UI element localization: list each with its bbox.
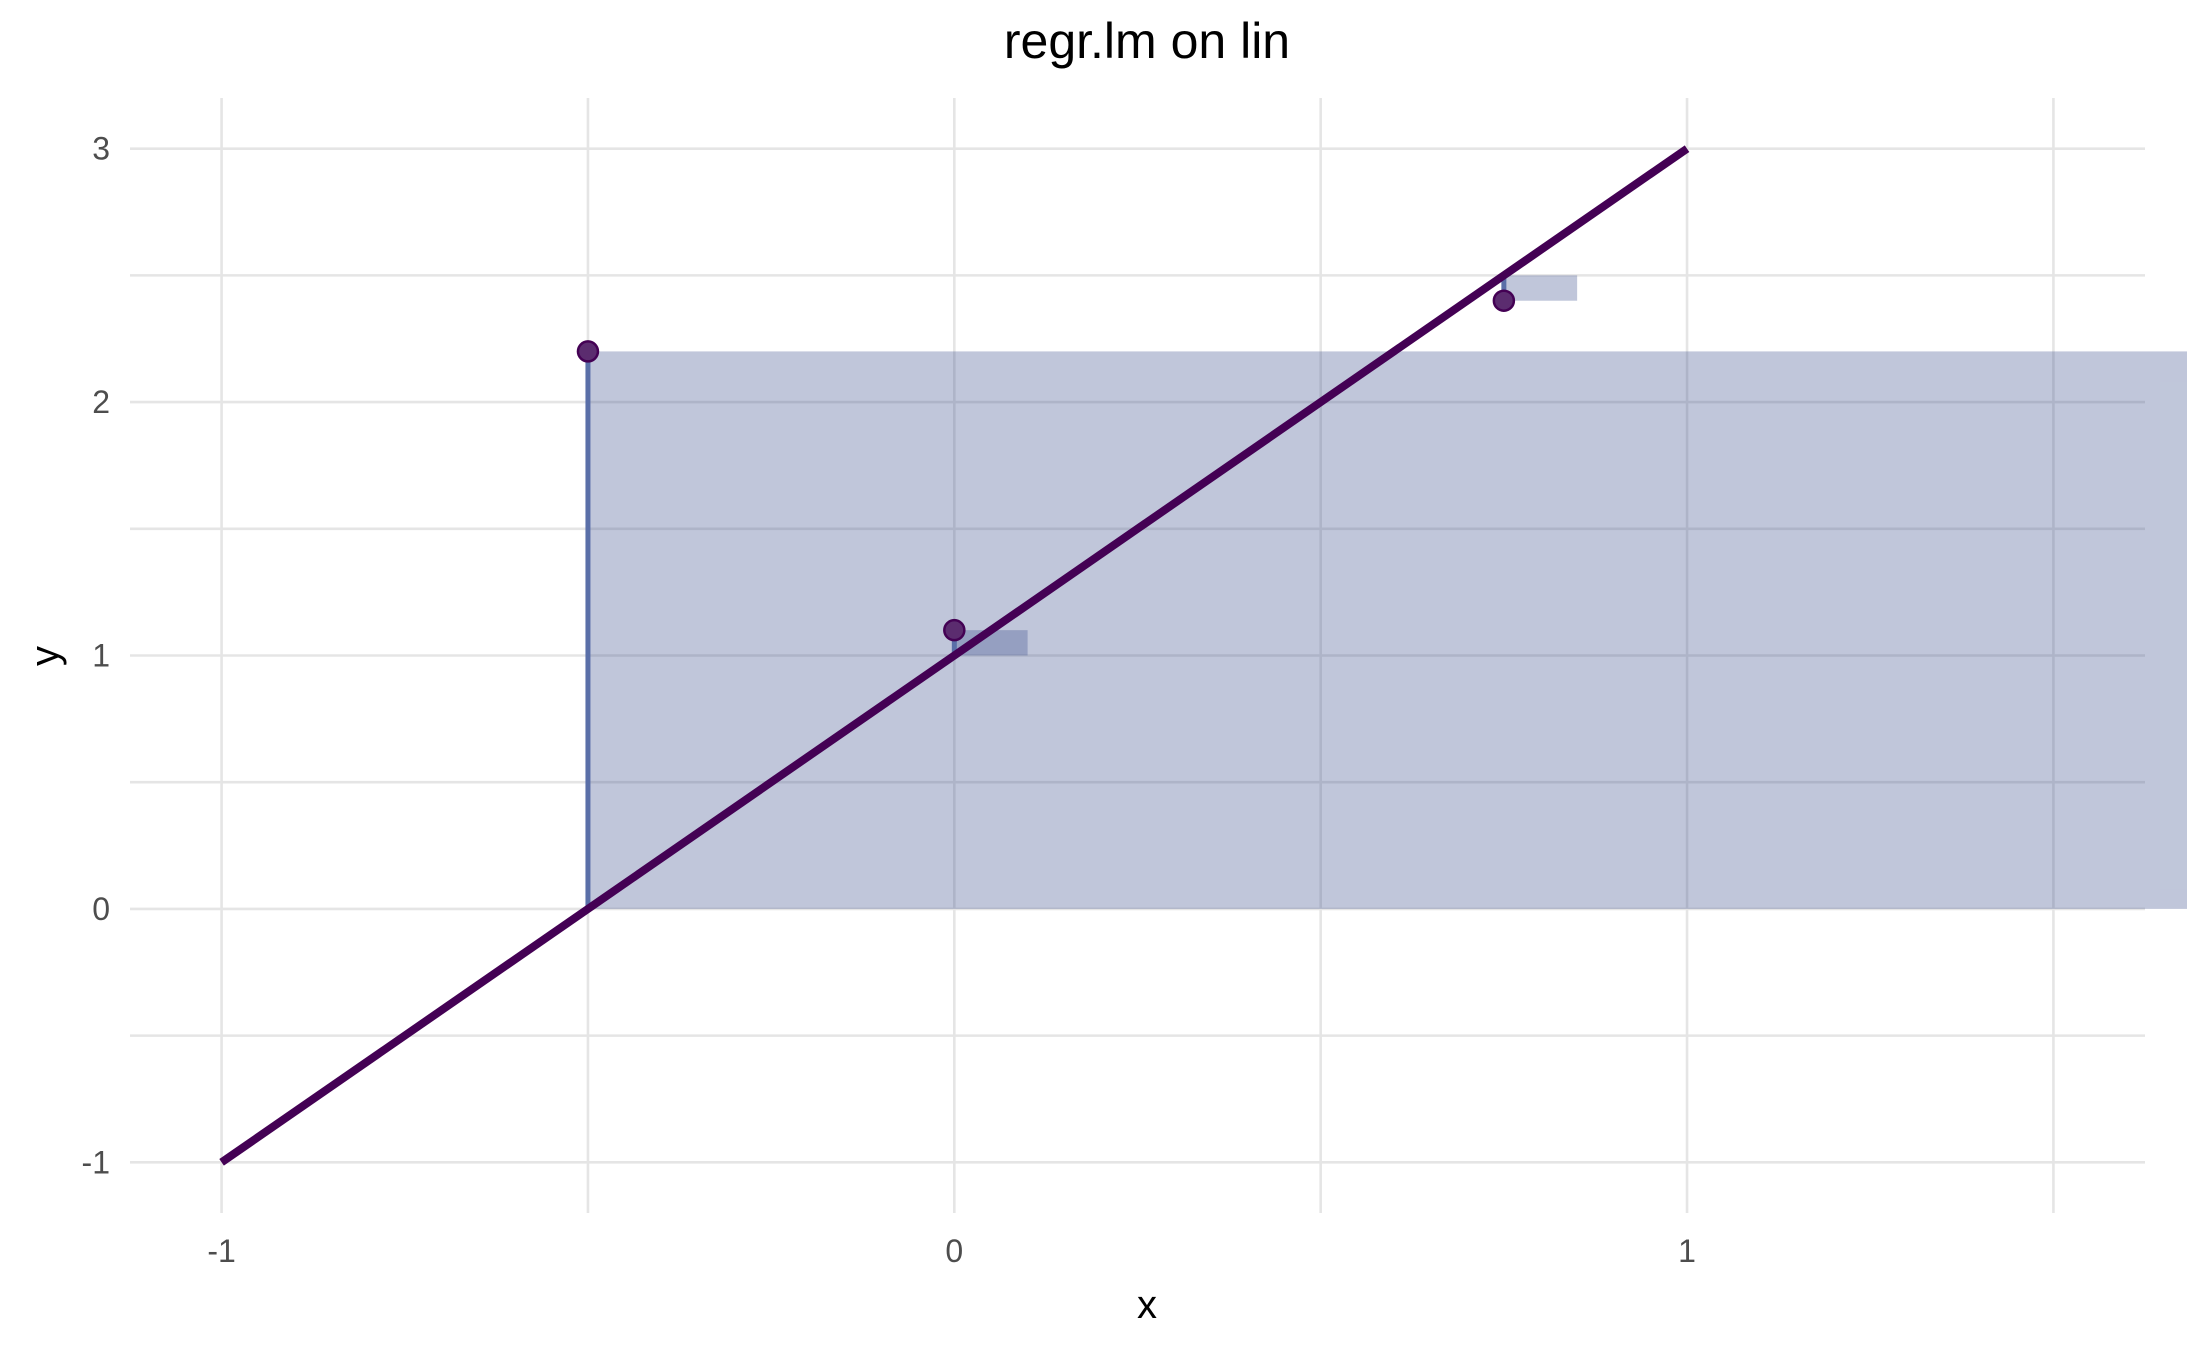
residual-square [1503,275,1578,301]
data-point [1492,289,1516,312]
chart-title: regr.lm on lin [1004,13,1290,69]
fit-line-layer [219,145,1690,1166]
x-tick-label: 0 [945,1233,963,1269]
y-axis-title: y [23,646,67,666]
residual-squares-layer [587,275,2187,909]
y-tick-label: 3 [92,131,110,167]
residual-square [587,351,2187,909]
y-tick-label: 1 [92,638,110,674]
x-tick-label: -1 [207,1233,235,1269]
y-tick-label: 0 [92,891,110,927]
x-axis-title: x [1137,1283,1157,1327]
x-tick-label: 1 [1678,1233,1696,1269]
data-point [943,618,966,642]
y-tick-label: -1 [82,1144,110,1180]
tick-labels-layer: -1 0 1 -1 0 1 2 3 [82,131,1696,1269]
y-tick-label: 2 [92,384,110,420]
fit-line [219,145,1690,1166]
points-layer [576,289,1516,642]
data-point [576,340,600,363]
